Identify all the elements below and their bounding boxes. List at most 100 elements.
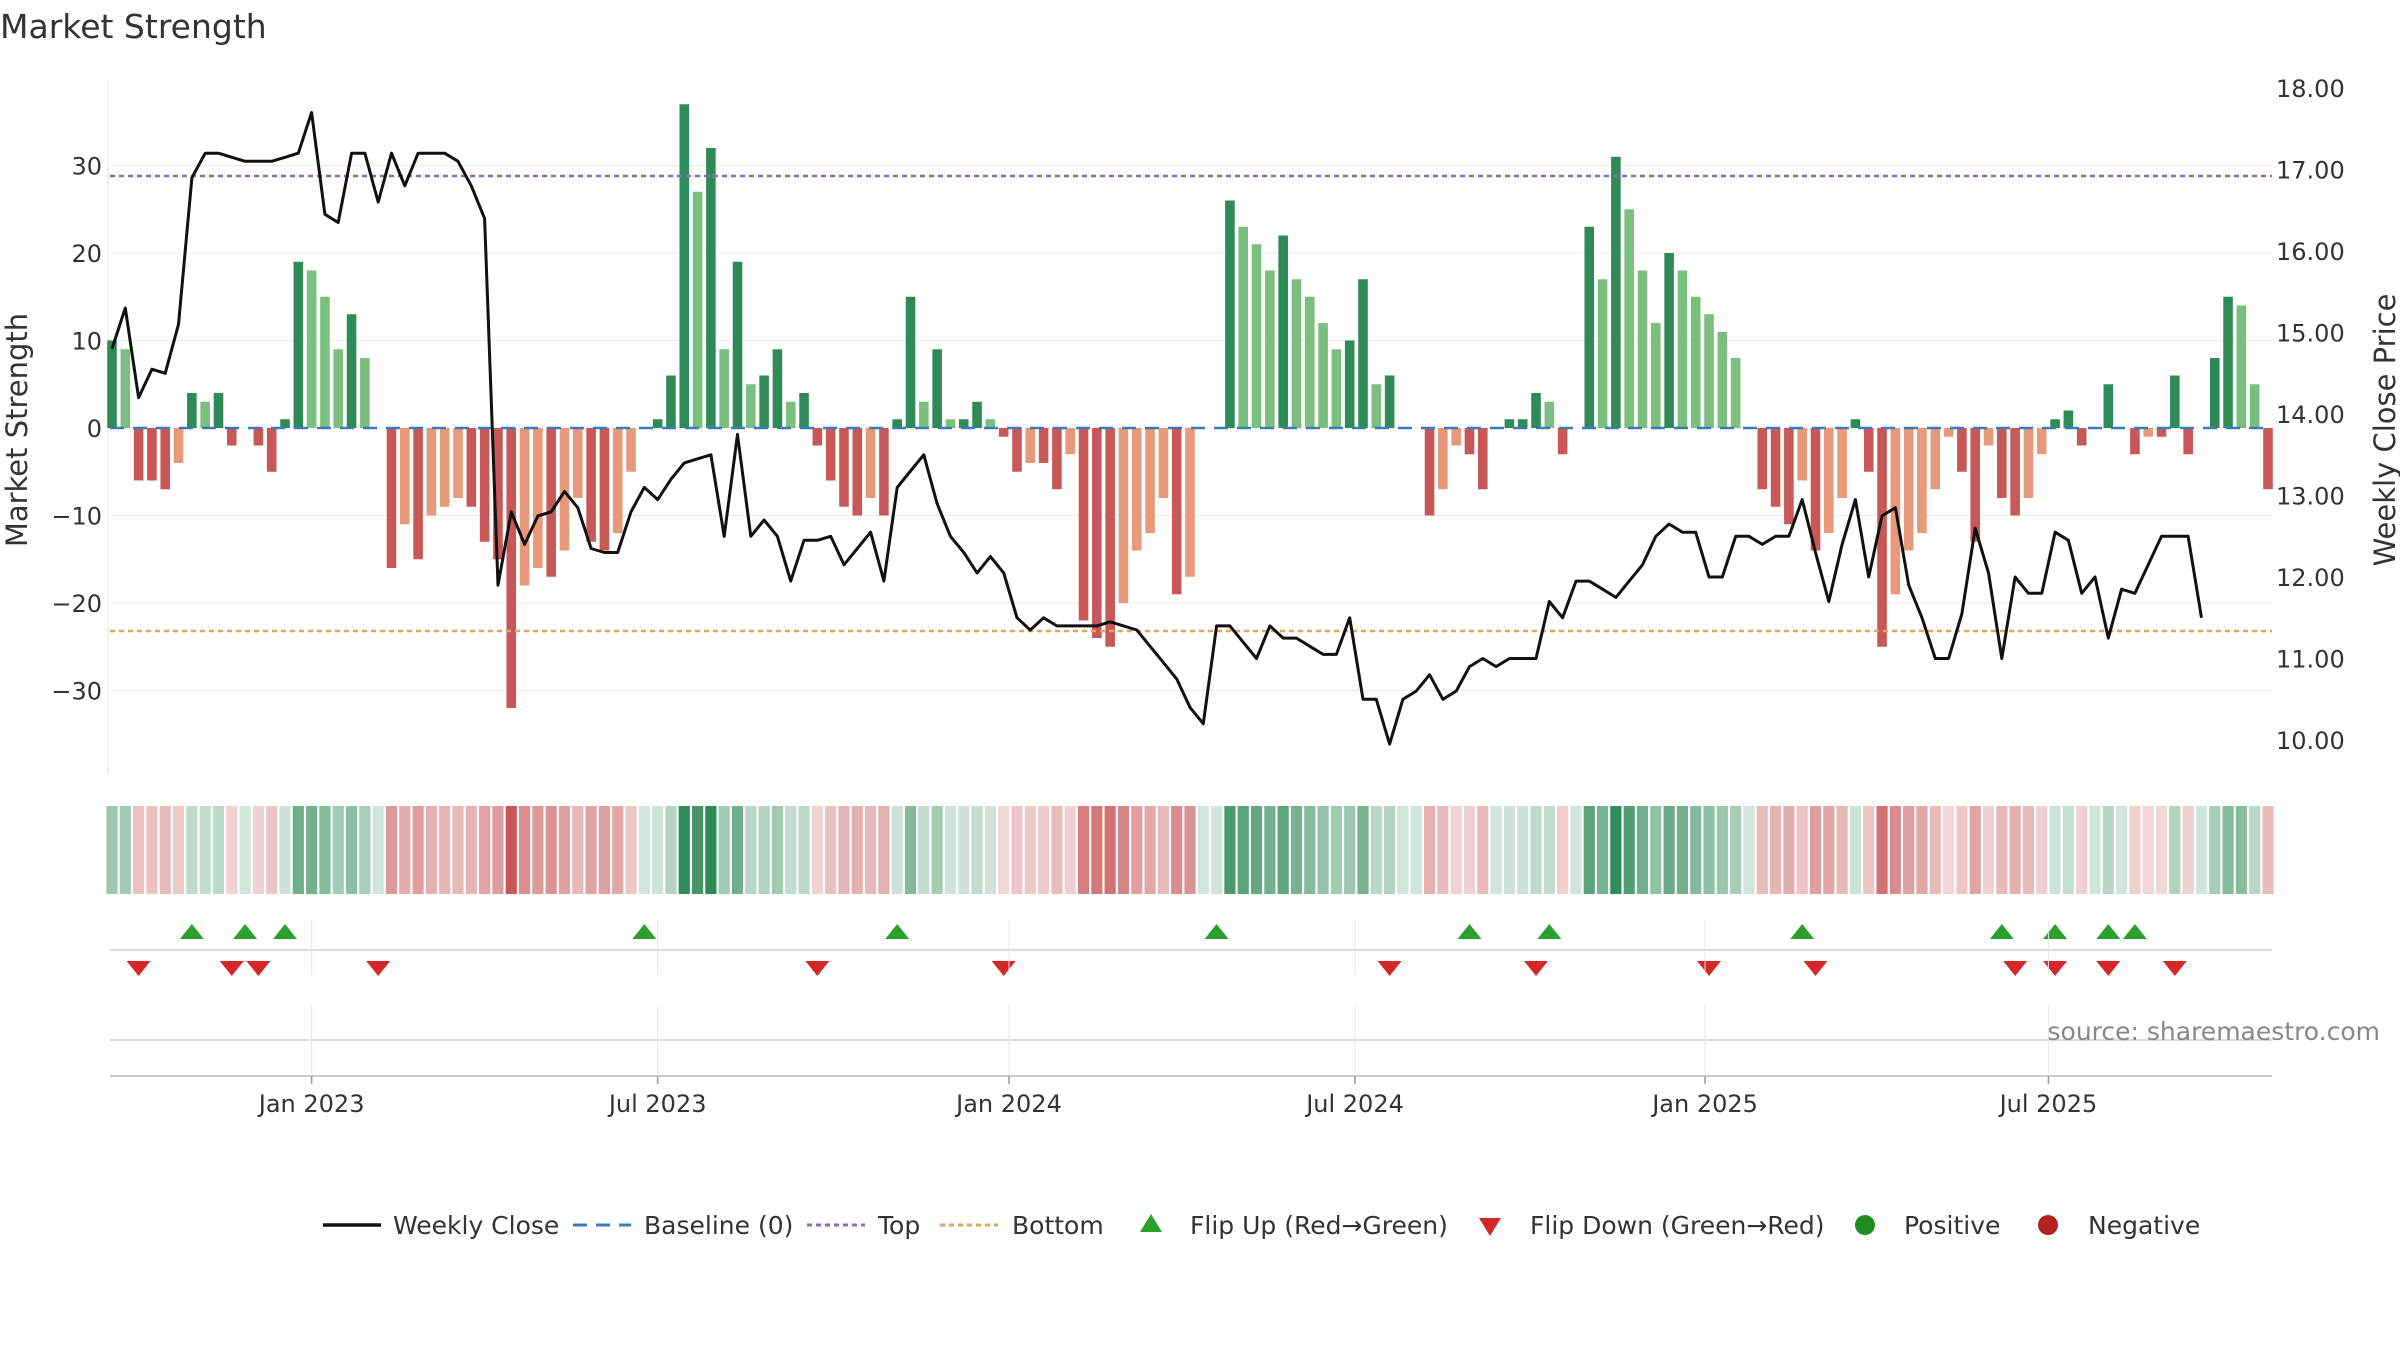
heat-cell bbox=[1596, 806, 1609, 894]
strength-bar bbox=[1837, 428, 1847, 498]
flip-up-marker bbox=[233, 924, 258, 939]
heat-cell bbox=[838, 806, 850, 894]
flip-up-marker bbox=[885, 924, 910, 939]
heat-cell bbox=[1224, 806, 1236, 894]
heat-cell bbox=[2262, 806, 2274, 894]
flip-up-marker bbox=[1204, 924, 1229, 939]
heat-cell bbox=[958, 806, 970, 894]
strength-bar bbox=[200, 401, 210, 428]
flip-down-marker bbox=[2003, 961, 2028, 976]
y-tick-label: 0 bbox=[87, 415, 102, 443]
heat-cell bbox=[1157, 806, 1169, 894]
strength-bar bbox=[1997, 428, 2007, 498]
heat-cell bbox=[1716, 806, 1728, 894]
heat-cell bbox=[2076, 806, 2088, 894]
heat-cell bbox=[558, 806, 571, 894]
heat-cell bbox=[159, 806, 171, 894]
heat-cell bbox=[984, 806, 996, 894]
flip-down-marker bbox=[1697, 961, 1722, 976]
heat-cell bbox=[678, 806, 690, 894]
heat-cell bbox=[1956, 806, 1968, 894]
flip-down-marker bbox=[2096, 961, 2121, 976]
strength-bar bbox=[706, 148, 716, 428]
heat-cell bbox=[1024, 806, 1036, 894]
heat-cell bbox=[452, 806, 464, 894]
heat-cell bbox=[1264, 806, 1276, 894]
y2-tick-label: 13.00 bbox=[2276, 483, 2345, 511]
strength-bar bbox=[1850, 419, 1861, 428]
strength-bar bbox=[1038, 428, 1049, 463]
heat-cell bbox=[1583, 806, 1595, 894]
heat-cell bbox=[718, 806, 730, 894]
strength-bar bbox=[1797, 428, 1807, 481]
heat-cell bbox=[146, 806, 158, 894]
strength-bar bbox=[1118, 428, 1129, 603]
strength-bar bbox=[599, 428, 610, 551]
flip-up-marker bbox=[1989, 924, 2014, 939]
heat-cell bbox=[545, 806, 557, 894]
heat-cell bbox=[1197, 806, 1209, 894]
heat-cell bbox=[918, 806, 930, 894]
heat-cell bbox=[1703, 806, 1715, 894]
heat-cell bbox=[1650, 806, 1662, 894]
strength-bar bbox=[1278, 235, 1288, 428]
strength-bar bbox=[226, 428, 237, 446]
heat-cell bbox=[1823, 806, 1835, 894]
strength-bar bbox=[1078, 428, 1089, 621]
heat-cell bbox=[1317, 806, 1329, 894]
y-tick-label: 10 bbox=[71, 328, 102, 356]
heat-cell bbox=[172, 806, 185, 894]
strength-bar bbox=[1424, 428, 1435, 516]
strength-bar bbox=[1384, 375, 1395, 428]
heat-cell bbox=[292, 806, 304, 894]
strength-bar bbox=[1757, 428, 1768, 490]
heat-cell bbox=[1490, 806, 1502, 894]
heat-cell bbox=[1344, 806, 1356, 894]
strength-bar bbox=[1531, 393, 1541, 428]
strength-bar bbox=[1225, 200, 1235, 428]
y2-tick-label: 17.00 bbox=[2276, 157, 2345, 185]
flip-up-marker bbox=[1457, 924, 1482, 939]
legend-label: Positive bbox=[1904, 1211, 2000, 1240]
flip-up-marker bbox=[2096, 924, 2121, 939]
heat-cell bbox=[1290, 806, 1303, 894]
strength-bar bbox=[1824, 428, 1834, 533]
heat-cell bbox=[612, 806, 624, 894]
strength-bar bbox=[1105, 428, 1115, 647]
strength-bar bbox=[652, 419, 663, 428]
strength-bar bbox=[1677, 270, 1688, 428]
flip-up-marker bbox=[1790, 924, 1815, 939]
heat-cell bbox=[745, 806, 757, 894]
strength-bar bbox=[320, 296, 330, 428]
x-tick-label: Jul 2025 bbox=[1998, 1090, 2098, 1118]
x-axis-ticks: Jan 2023 Jul 2023 Jan 2024 Jul 2024 Jan 2025… bbox=[257, 920, 2097, 1118]
strength-bar bbox=[892, 419, 903, 428]
flip-down-marker bbox=[1803, 961, 1828, 976]
legend-label: Flip Up (Red→Green) bbox=[1190, 1211, 1448, 1240]
strength-bar bbox=[1158, 428, 1169, 498]
strength-bar bbox=[879, 428, 889, 516]
strength-bar bbox=[812, 428, 823, 446]
strength-bar bbox=[1171, 428, 1182, 595]
x-tick-label: Jan 2025 bbox=[1650, 1090, 1758, 1118]
heat-cell bbox=[2169, 806, 2181, 894]
strength-bar bbox=[985, 419, 996, 428]
strength-bar bbox=[2209, 358, 2220, 428]
heat-cell bbox=[771, 806, 784, 894]
heat-cell bbox=[2089, 806, 2101, 894]
heat-cell bbox=[1530, 806, 1542, 894]
strength-bar bbox=[1810, 428, 1821, 551]
heat-cell bbox=[1943, 806, 1955, 894]
flip-up-marker bbox=[179, 924, 204, 939]
heat-cell bbox=[2116, 806, 2128, 894]
heat-cell bbox=[2049, 806, 2061, 894]
strength-bar bbox=[1717, 331, 1728, 428]
strength-bar bbox=[346, 314, 357, 428]
y2-tick-label: 12.00 bbox=[2276, 564, 2345, 592]
strength-bar bbox=[1557, 428, 1568, 455]
heat-cell bbox=[811, 806, 823, 894]
heat-cell bbox=[1996, 806, 2008, 894]
strength-bar bbox=[1065, 428, 1076, 455]
heat-cell bbox=[1982, 806, 1995, 894]
heat-cell bbox=[199, 806, 211, 894]
